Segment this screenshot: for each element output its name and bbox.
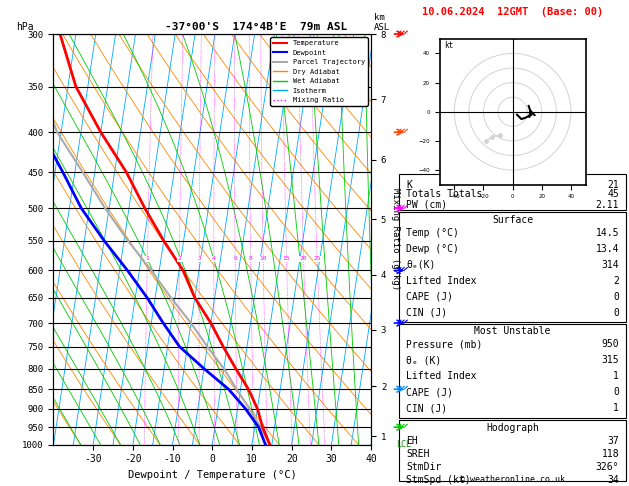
Text: km
ASL: km ASL bbox=[374, 13, 391, 32]
Text: 20: 20 bbox=[300, 257, 308, 261]
Text: Hodograph: Hodograph bbox=[486, 423, 539, 433]
Text: 1: 1 bbox=[613, 371, 619, 381]
Text: 34: 34 bbox=[608, 475, 619, 485]
Text: StmSpd (kt): StmSpd (kt) bbox=[406, 475, 471, 485]
Text: CAPE (J): CAPE (J) bbox=[406, 387, 454, 397]
Legend: Temperature, Dewpoint, Parcel Trajectory, Dry Adiabat, Wet Adiabat, Isotherm, Mi: Temperature, Dewpoint, Parcel Trajectory… bbox=[270, 37, 367, 106]
Text: Dewp (°C): Dewp (°C) bbox=[406, 244, 459, 254]
Text: CIN (J): CIN (J) bbox=[406, 403, 447, 413]
Text: Lifted Index: Lifted Index bbox=[406, 276, 477, 286]
Text: 13.4: 13.4 bbox=[596, 244, 619, 254]
Text: 45: 45 bbox=[608, 190, 619, 199]
Text: 21: 21 bbox=[608, 180, 619, 190]
Text: 8: 8 bbox=[249, 257, 253, 261]
Text: 3: 3 bbox=[198, 257, 201, 261]
FancyBboxPatch shape bbox=[399, 420, 626, 481]
Text: K: K bbox=[406, 180, 412, 190]
Text: Surface: Surface bbox=[492, 215, 533, 225]
Text: -37°00'S  174°4B'E  79m ASL: -37°00'S 174°4B'E 79m ASL bbox=[165, 21, 347, 32]
Text: SREH: SREH bbox=[406, 449, 430, 459]
Text: 0: 0 bbox=[613, 308, 619, 318]
Text: 2: 2 bbox=[613, 276, 619, 286]
Text: 0: 0 bbox=[613, 387, 619, 397]
X-axis label: Dewpoint / Temperature (°C): Dewpoint / Temperature (°C) bbox=[128, 470, 297, 480]
Text: 14.5: 14.5 bbox=[596, 228, 619, 238]
Text: 314: 314 bbox=[601, 260, 619, 270]
Text: PW (cm): PW (cm) bbox=[406, 200, 447, 209]
FancyBboxPatch shape bbox=[399, 174, 626, 210]
Text: hPa: hPa bbox=[16, 21, 33, 32]
Text: 315: 315 bbox=[601, 355, 619, 365]
Text: 2: 2 bbox=[177, 257, 181, 261]
Text: 6: 6 bbox=[233, 257, 237, 261]
Text: θₑ(K): θₑ(K) bbox=[406, 260, 436, 270]
Text: 2.11: 2.11 bbox=[596, 200, 619, 209]
Text: Pressure (mb): Pressure (mb) bbox=[406, 339, 482, 349]
Text: EH: EH bbox=[406, 436, 418, 446]
Text: CIN (J): CIN (J) bbox=[406, 308, 447, 318]
Text: 37: 37 bbox=[608, 436, 619, 446]
Text: 1: 1 bbox=[145, 257, 149, 261]
Text: LCL: LCL bbox=[396, 440, 411, 449]
Text: 0: 0 bbox=[613, 292, 619, 302]
Text: 15: 15 bbox=[283, 257, 290, 261]
FancyBboxPatch shape bbox=[399, 324, 626, 418]
Text: Lifted Index: Lifted Index bbox=[406, 371, 477, 381]
Text: 10.06.2024  12GMT  (Base: 00): 10.06.2024 12GMT (Base: 00) bbox=[422, 7, 603, 17]
Text: StmDir: StmDir bbox=[406, 462, 442, 472]
Text: CAPE (J): CAPE (J) bbox=[406, 292, 454, 302]
Text: 10: 10 bbox=[259, 257, 267, 261]
Text: 1: 1 bbox=[613, 403, 619, 413]
Y-axis label: Mixing Ratio (g/kg): Mixing Ratio (g/kg) bbox=[391, 188, 400, 291]
Text: θₑ (K): θₑ (K) bbox=[406, 355, 442, 365]
Text: kt: kt bbox=[444, 41, 454, 50]
Text: 326°: 326° bbox=[596, 462, 619, 472]
Text: 118: 118 bbox=[601, 449, 619, 459]
Text: Most Unstable: Most Unstable bbox=[474, 327, 551, 336]
Text: Totals Totals: Totals Totals bbox=[406, 190, 482, 199]
Text: 950: 950 bbox=[601, 339, 619, 349]
Text: 4: 4 bbox=[212, 257, 216, 261]
Text: 25: 25 bbox=[313, 257, 321, 261]
Text: © weatheronline.co.uk: © weatheronline.co.uk bbox=[460, 474, 565, 484]
FancyBboxPatch shape bbox=[399, 212, 626, 322]
Text: Temp (°C): Temp (°C) bbox=[406, 228, 459, 238]
